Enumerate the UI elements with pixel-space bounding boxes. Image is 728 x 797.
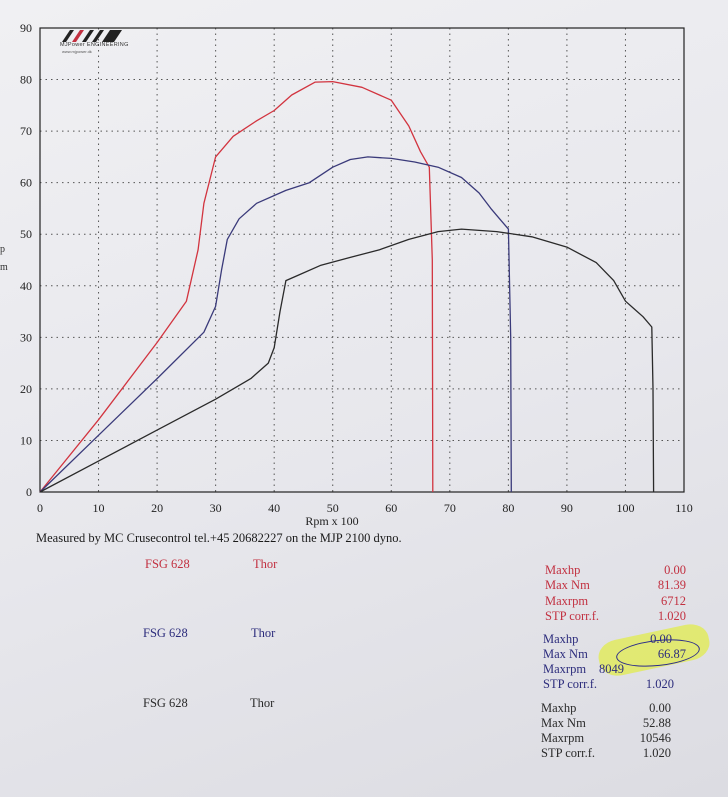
logo-text: MJPower ENGINEERING bbox=[60, 42, 129, 48]
x-tick-label: 110 bbox=[675, 501, 693, 515]
run-1-stat-value: 81.39 bbox=[657, 578, 686, 592]
run-1-stat-label: Maxrpm bbox=[545, 594, 589, 608]
x-tick-label: 40 bbox=[268, 501, 280, 515]
run-3-stat-value: 10546 bbox=[639, 731, 671, 745]
run-3-stat-value: 52.88 bbox=[642, 716, 671, 730]
run-1-id: FSG 628 bbox=[145, 557, 190, 571]
y-tick-label: 20 bbox=[20, 382, 32, 396]
y-tick-labels: 0 10 20 30 40 50 60 70 80 90 bbox=[20, 21, 32, 499]
run-3-id: FSG 628 bbox=[143, 696, 188, 710]
run-2-stat-value: 0.00 bbox=[650, 632, 672, 646]
x-tick-labels: 0 10 20 30 40 50 60 70 80 90 100 110 bbox=[37, 501, 693, 515]
run-1-stat-label: STP corr.f. bbox=[545, 609, 600, 623]
x-tick-label: 30 bbox=[210, 501, 222, 515]
x-axis-label: Rpm x 100 bbox=[305, 514, 358, 528]
y-tick-label: 70 bbox=[20, 124, 32, 138]
x-tick-label: 60 bbox=[385, 501, 397, 515]
y-tick-label: 90 bbox=[20, 21, 32, 35]
run-1-stat-value: 1.020 bbox=[657, 609, 686, 623]
run-1-name: Thor bbox=[253, 557, 278, 571]
run-3-stat-label: Max Nm bbox=[541, 716, 586, 730]
x-tick-label: 100 bbox=[616, 501, 634, 515]
x-tick-label: 50 bbox=[327, 501, 339, 515]
left-edge-letter-2: m bbox=[0, 262, 8, 273]
y-tick-label: 80 bbox=[20, 73, 32, 87]
run-1-stat-value: 6712 bbox=[661, 594, 686, 608]
run-3-stat-label: Maxhp bbox=[541, 701, 577, 715]
y-tick-label: 40 bbox=[20, 279, 32, 293]
torque-curve-run-3 bbox=[39, 228, 655, 493]
y-tick-label: 50 bbox=[20, 227, 32, 241]
torque-curve-run-1 bbox=[39, 80, 434, 493]
run-2-stat-value: 8049 bbox=[599, 662, 624, 676]
run-2-stat-value: 66.87 bbox=[657, 647, 686, 661]
run-1-stat-label: Max Nm bbox=[545, 578, 590, 592]
x-tick-label: 10 bbox=[93, 501, 105, 515]
run-2-id: FSG 628 bbox=[143, 626, 188, 640]
series-group bbox=[39, 80, 655, 493]
y-tick-label: 60 bbox=[20, 176, 32, 190]
left-edge-letter-1: p bbox=[0, 244, 5, 255]
x-tick-label: 90 bbox=[561, 501, 573, 515]
y-tick-label: 30 bbox=[20, 330, 32, 344]
mjpower-logo: MJPower ENGINEERING www.mjpower.dk bbox=[60, 30, 180, 64]
grid bbox=[40, 28, 684, 492]
x-tick-label: 70 bbox=[444, 501, 456, 515]
plot-frame bbox=[39, 27, 685, 493]
run-1-stat-value: 0.00 bbox=[664, 563, 686, 577]
torque-curve-run-2 bbox=[39, 156, 512, 493]
logo-mark bbox=[62, 30, 122, 42]
run-3-stat-value: 0.00 bbox=[649, 701, 671, 715]
run-2-stat-label: Maxhp bbox=[543, 632, 579, 646]
plot-border bbox=[39, 27, 685, 493]
run-2-stat-value: 1.020 bbox=[645, 677, 674, 691]
run-3-stat-label: Maxrpm bbox=[541, 731, 585, 745]
x-tick-label: 0 bbox=[37, 501, 43, 515]
run-1-stat-label: Maxhp bbox=[545, 563, 581, 577]
run-2-stat-label: Maxrpm bbox=[543, 662, 587, 676]
run-2-stat-label: Max Nm bbox=[543, 647, 588, 661]
y-tick-label: 10 bbox=[20, 433, 32, 447]
run-3-name: Thor bbox=[250, 696, 275, 710]
x-tick-label: 80 bbox=[502, 501, 514, 515]
y-tick-label: 0 bbox=[26, 485, 32, 499]
measurement-caption: Measured by MC Crusecontrol tel.+45 2068… bbox=[36, 531, 402, 545]
dyno-chart: 0 10 20 30 40 50 60 70 80 90 100 110 0 10 20 30 40 50 60 7… bbox=[20, 21, 693, 528]
run-2-name: Thor bbox=[251, 626, 276, 640]
x-tick-label: 20 bbox=[151, 501, 163, 515]
run-3-stat-value: 1.020 bbox=[642, 746, 671, 760]
logo-url: www.mjpower.dk bbox=[62, 49, 92, 54]
run-3-stat-label: STP corr.f. bbox=[541, 746, 596, 760]
run-2-stat-label: STP corr.f. bbox=[543, 677, 598, 691]
